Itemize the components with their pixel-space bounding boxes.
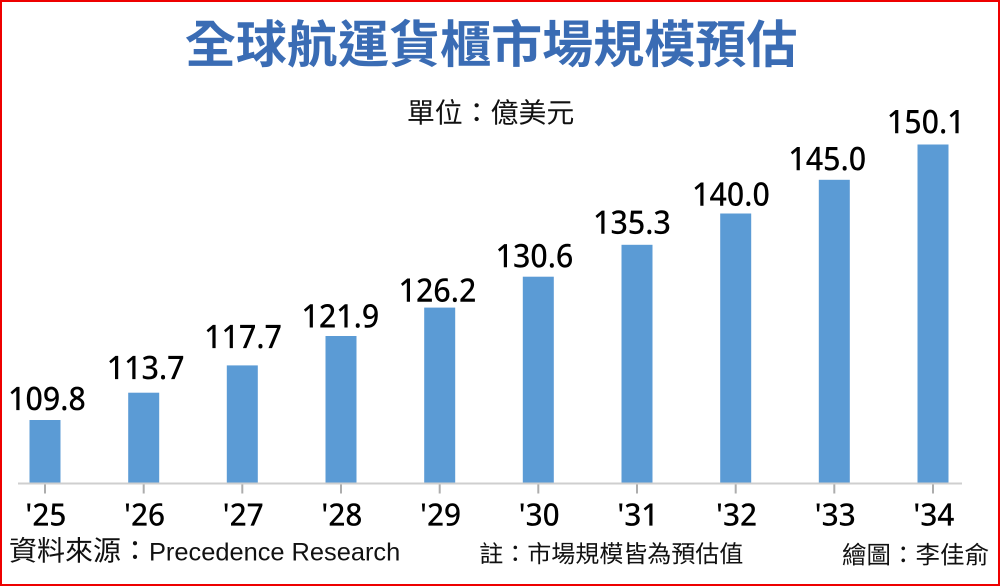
svg-text:Precedence Research: Precedence Research — [149, 539, 400, 567]
